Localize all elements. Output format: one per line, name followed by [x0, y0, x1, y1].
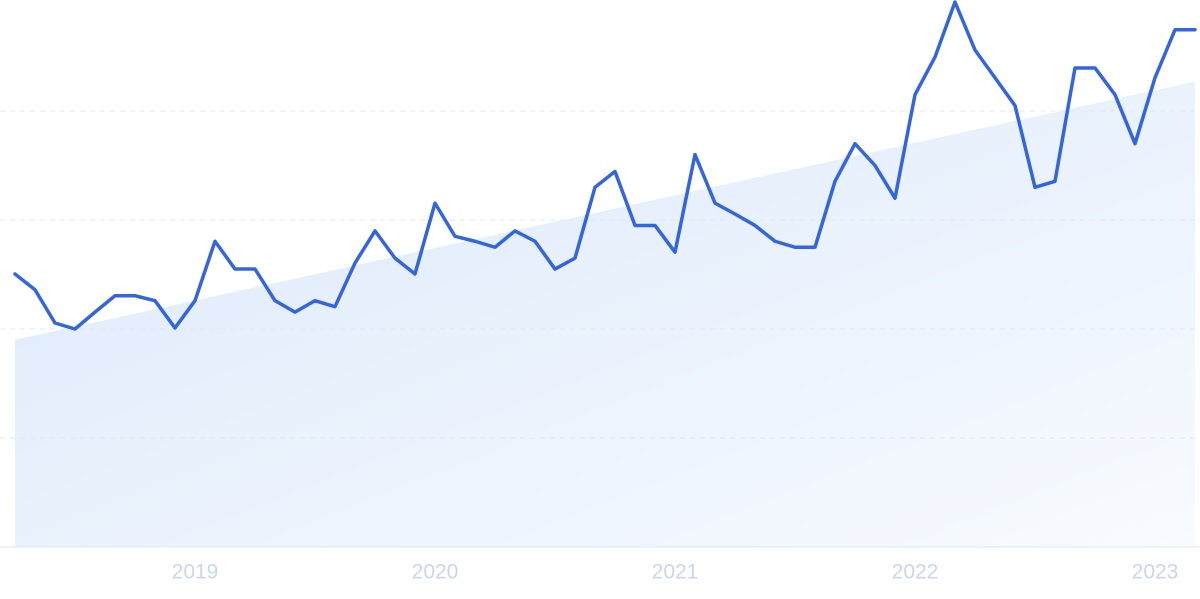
x-tick-label: 2022 — [892, 561, 939, 584]
x-tick-label: 2021 — [652, 561, 699, 584]
trend-area — [15, 81, 1195, 547]
data-line — [13, 0, 1197, 331]
x-tick-label: 2023 — [1132, 561, 1179, 584]
x-tick-label: 2020 — [412, 561, 459, 584]
x-tick-label: 2019 — [172, 561, 219, 584]
